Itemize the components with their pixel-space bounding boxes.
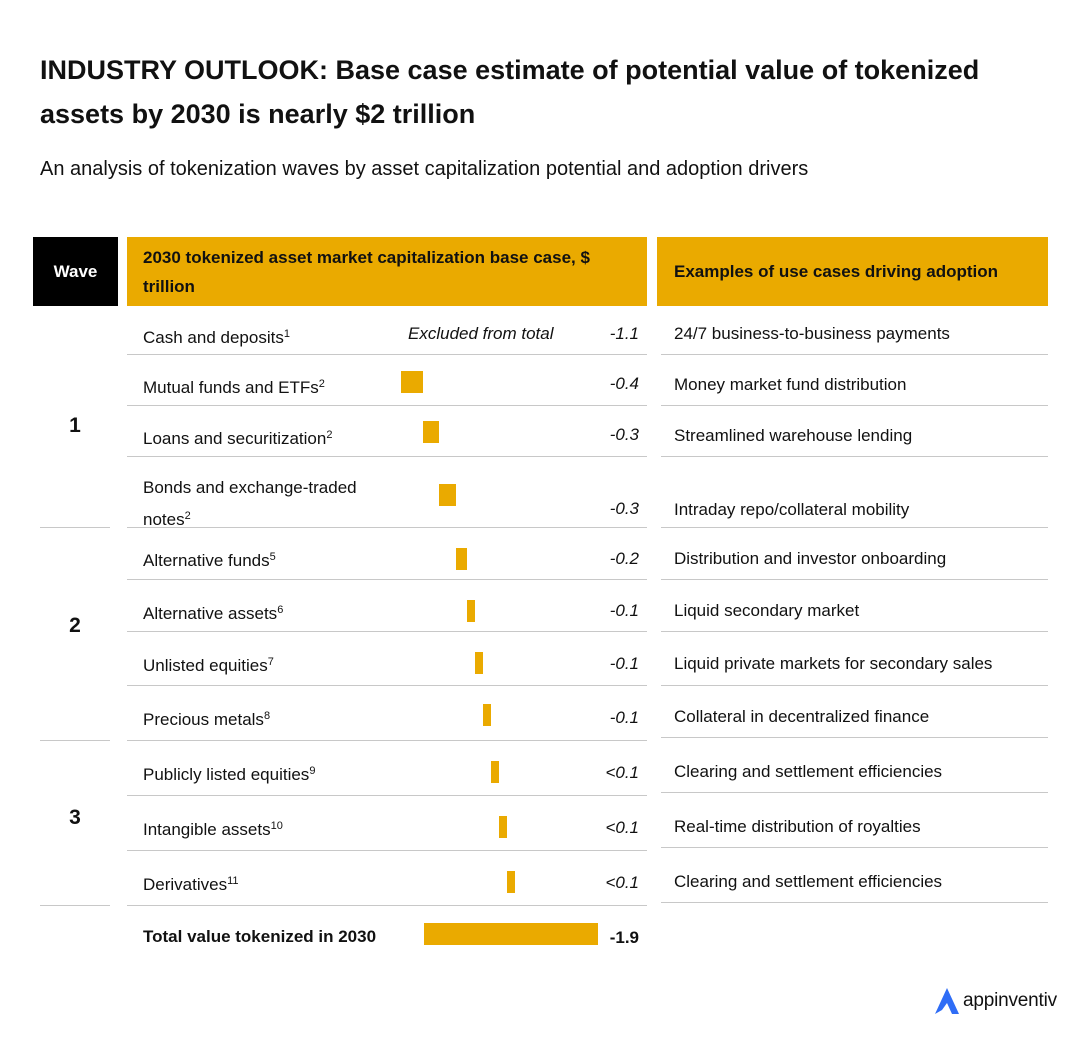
row-value: -0.1 xyxy=(609,654,639,673)
table-row: Bonds and exchange-traded notes2 -0.3 xyxy=(127,457,647,529)
use-case-row: Liquid private markets for secondary sal… xyxy=(661,632,1048,686)
table-row: Precious metals8 -0.1 xyxy=(127,686,647,741)
row-label: Derivatives11 xyxy=(143,875,239,894)
table-row: Cash and deposits1 Excluded from total -… xyxy=(127,306,647,355)
bar-bonds xyxy=(439,484,456,506)
row-label: Alternative assets6 xyxy=(143,604,284,623)
bar-alternative-assets xyxy=(466,600,475,622)
table-row: Mutual funds and ETFs2 -0.4 xyxy=(127,355,647,406)
total-value: -1.9 xyxy=(609,928,639,947)
brand-logo: appinventiv xyxy=(933,986,1057,1016)
page-title: INDUSTRY OUTLOOK: Base case estimate of … xyxy=(40,55,980,129)
row-value: -0.1 xyxy=(609,601,639,620)
wave-divider xyxy=(40,740,110,741)
brand-name: appinventiv xyxy=(963,990,1057,1011)
use-case-row: Distribution and investor onboarding xyxy=(661,528,1048,580)
row-value: -1.1 xyxy=(609,324,639,343)
row-label: Unlisted equities7 xyxy=(143,656,274,675)
wave-number-1: 1 xyxy=(69,414,81,437)
capitalization-header: 2030 tokenized asset market capitalizati… xyxy=(127,237,647,306)
row-label: Publicly listed equities9 xyxy=(143,765,316,784)
row-label: Loans and securitization2 xyxy=(143,429,333,448)
use-case-row: Clearing and settlement efficiencies xyxy=(661,848,1048,903)
bar-public-equities xyxy=(490,761,499,783)
row-label: Alternative funds5 xyxy=(143,551,276,570)
use-cases-header: Examples of use cases driving adoption xyxy=(657,237,1048,306)
row-value: <0.1 xyxy=(605,873,639,892)
brand-logo-icon xyxy=(935,988,959,1014)
table-row: Alternative funds5 -0.2 xyxy=(127,528,647,580)
table-row: Publicly listed equities9 <0.1 xyxy=(127,741,647,796)
wave-header: Wave xyxy=(33,237,118,306)
bar-alternative-funds xyxy=(455,548,467,570)
page-subtitle: An analysis of tokenization waves by ass… xyxy=(40,158,809,180)
row-value: <0.1 xyxy=(605,763,639,782)
row-value: <0.1 xyxy=(605,818,639,837)
bar-precious-metals xyxy=(482,704,491,726)
row-label: Bonds and exchange-traded notes2 xyxy=(143,478,357,529)
bar-loans xyxy=(422,421,440,443)
bar-mutual-funds xyxy=(401,371,423,393)
bar-derivatives xyxy=(506,871,515,893)
use-case-row: Real-time distribution of royalties xyxy=(661,793,1048,848)
row-label: Precious metals8 xyxy=(143,710,271,729)
use-case-row: Collateral in decentralized finance xyxy=(661,686,1048,738)
use-case-row: Streamlined warehouse lending xyxy=(661,406,1048,457)
table-row: Alternative assets6 -0.1 xyxy=(127,580,647,632)
row-label: Intangible assets10 xyxy=(143,820,283,839)
use-case-row: Liquid secondary market xyxy=(661,580,1048,632)
bar-unlisted-equities xyxy=(474,652,483,674)
row-value: -0.3 xyxy=(609,425,639,444)
row-value: -0.2 xyxy=(609,549,639,568)
table-row: Unlisted equities7 -0.1 xyxy=(127,632,647,686)
row-value: -0.1 xyxy=(609,708,639,727)
use-case-row: Money market fund distribution xyxy=(661,355,1048,406)
use-case-row: Clearing and settlement efficiencies xyxy=(661,738,1048,793)
wave-divider xyxy=(40,905,110,906)
wave-divider xyxy=(40,527,110,528)
table-row: Intangible assets10 <0.1 xyxy=(127,796,647,851)
wave-number-3: 3 xyxy=(69,806,81,829)
row-label: Mutual funds and ETFs2 xyxy=(143,378,325,397)
row-value: -0.4 xyxy=(609,374,639,393)
use-case-row: Intraday repo/collateral mobility xyxy=(661,457,1048,528)
table-row: Derivatives11 <0.1 xyxy=(127,851,647,906)
total-label: Total value tokenized in 2030 xyxy=(143,927,377,946)
use-case-row: 24/7 business-to-business payments xyxy=(661,306,1048,355)
row-label: Cash and deposits1 xyxy=(143,328,290,347)
total-row: Total value tokenized in 2030 -1.9 xyxy=(127,906,647,961)
bar-total xyxy=(424,923,598,945)
row-value: -0.3 xyxy=(609,499,639,518)
table-row: Loans and securitization2 -0.3 xyxy=(127,406,647,457)
bar-intangible-assets xyxy=(498,816,507,838)
excluded-note: Excluded from total xyxy=(408,324,554,343)
wave-number-2: 2 xyxy=(69,614,81,637)
